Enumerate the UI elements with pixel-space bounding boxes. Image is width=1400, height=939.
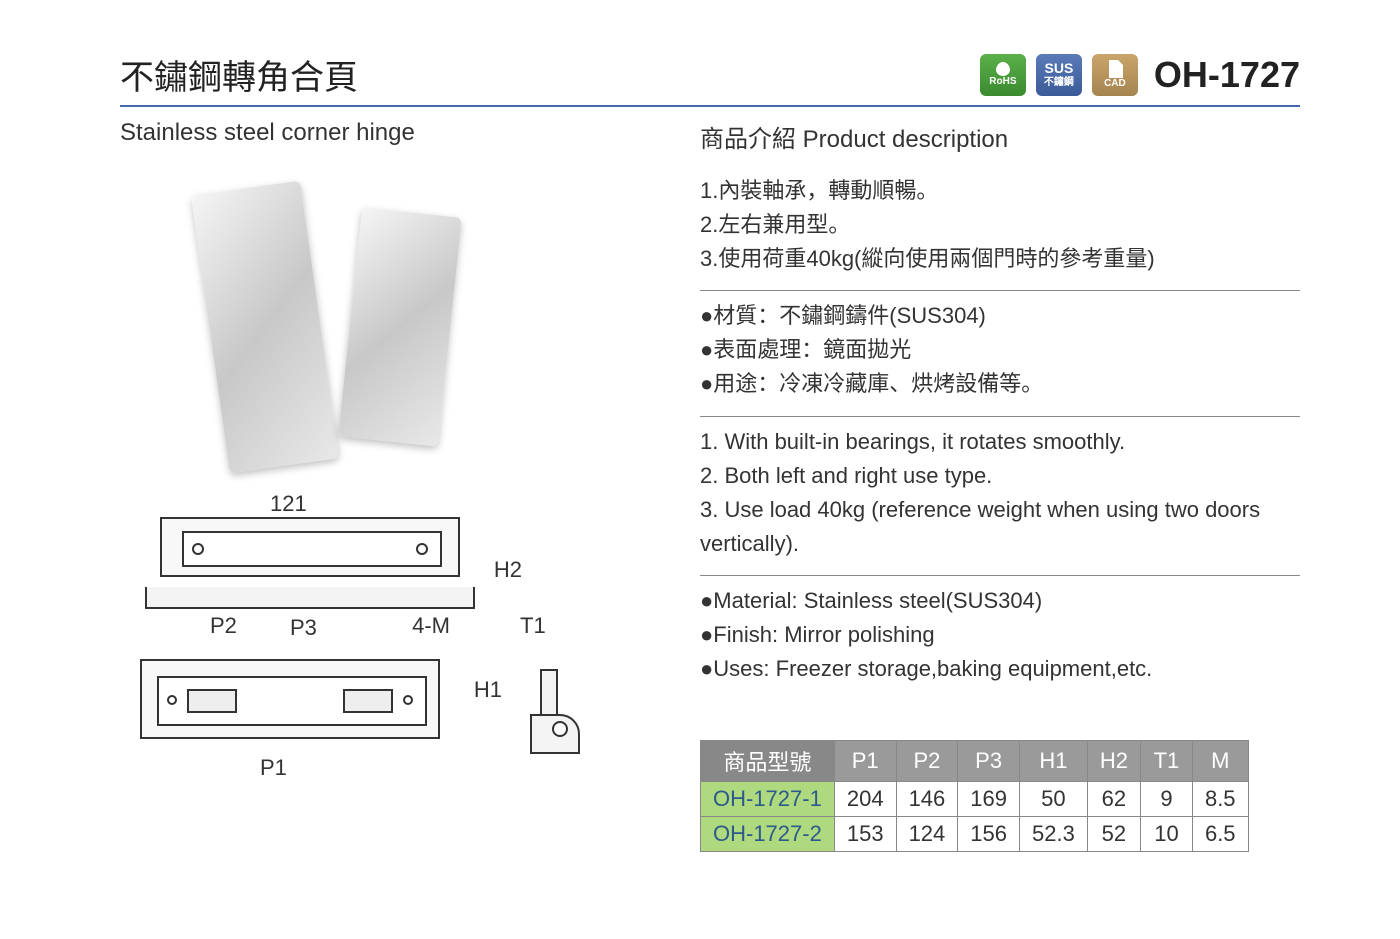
cell: 156 <box>958 817 1020 852</box>
en-features-block: 1. With built-in bearings, it rotates sm… <box>700 416 1300 575</box>
cell-model: OH-1727-1 <box>701 782 835 817</box>
dim-4m: 4-M <box>412 613 450 639</box>
cell: 62 <box>1087 782 1140 817</box>
col-p1: P1 <box>834 741 896 782</box>
en-spec-3: ●Uses: Freezer storage,baking equipment,… <box>700 652 1300 686</box>
cn-features-block: 1.內裝軸承，轉動順暢。 2.左右兼用型。 3.使用荷重40kg(縱向使用兩個門… <box>700 166 1300 290</box>
cell: 204 <box>834 782 896 817</box>
table-row: OH-1727-2 153 124 156 52.3 52 10 6.5 <box>701 817 1249 852</box>
cn-specs-block: ●材質：不鏽鋼鑄件(SUS304) ●表面處理：鏡面拋光 ●用途：冷凍冷藏庫、烘… <box>700 290 1300 415</box>
dim-121: 121 <box>270 491 307 517</box>
table-row: OH-1727-1 204 146 169 50 62 9 8.5 <box>701 782 1249 817</box>
cell: 6.5 <box>1192 817 1248 852</box>
cell: 50 <box>1020 782 1088 817</box>
table-header-row: 商品型號 P1 P2 P3 H1 H2 T1 M <box>701 741 1249 782</box>
dim-t1: T1 <box>520 613 546 639</box>
diagram-top-wrapper: 121 H2 P3 <box>120 517 660 609</box>
product-code: OH-1727 <box>1154 54 1300 96</box>
cad-label: CAD <box>1104 78 1126 89</box>
col-p2: P2 <box>896 741 958 782</box>
description-heading: 商品介紹 Product description <box>700 119 1300 154</box>
title-chinese: 不鏽鋼轉角合頁 <box>120 50 358 99</box>
right-column: 商品介紹 Product description 1.內裝軸承，轉動順暢。 2.… <box>700 119 1300 852</box>
sus-label-top: SUS <box>1045 61 1074 76</box>
en-feature-2: 2. Both left and right use type. <box>700 459 1300 493</box>
cn-spec-1: ●材質：不鏽鋼鑄件(SUS304) <box>700 299 1300 333</box>
rohs-badge-icon: RoHS <box>980 54 1026 96</box>
cell: 8.5 <box>1192 782 1248 817</box>
dim-p2: P2 <box>210 613 237 639</box>
product-photo-2 <box>338 207 461 446</box>
cn-spec-3: ●用途：冷凍冷藏庫、烘烤設備等。 <box>700 367 1300 401</box>
col-h2: H2 <box>1087 741 1140 782</box>
left-column: Stainless steel corner hinge 121 H2 P3 P… <box>120 119 660 852</box>
en-feature-3: 3. Use load 40kg (reference weight when … <box>700 493 1300 561</box>
diagram-side <box>520 659 590 759</box>
en-spec-2: ●Finish: Mirror polishing <box>700 618 1300 652</box>
dim-p3: P3 <box>290 615 317 641</box>
diagram-top-base <box>145 587 475 609</box>
cell: 169 <box>958 782 1020 817</box>
dim-h2: H2 <box>494 557 522 583</box>
diagram-bottom <box>140 659 440 739</box>
diagram-bottom-row: P2 4-M H1 P1 T1 <box>120 639 660 769</box>
en-specs-block: ●Material: Stainless steel(SUS304) ●Fini… <box>700 575 1300 700</box>
product-photo-1 <box>191 181 339 474</box>
title-english: Stainless steel corner hinge <box>120 119 660 147</box>
cell: 153 <box>834 817 896 852</box>
cell: 124 <box>896 817 958 852</box>
en-spec-1: ●Material: Stainless steel(SUS304) <box>700 584 1300 618</box>
content-area: Stainless steel corner hinge 121 H2 P3 P… <box>120 119 1300 852</box>
dim-p1: P1 <box>260 755 287 781</box>
col-p3: P3 <box>958 741 1020 782</box>
en-feature-1: 1. With built-in bearings, it rotates sm… <box>700 425 1300 459</box>
cell-model: OH-1727-2 <box>701 817 835 852</box>
cell: 9 <box>1140 782 1192 817</box>
col-h1: H1 <box>1020 741 1088 782</box>
col-m: M <box>1192 741 1248 782</box>
cn-spec-2: ●表面處理：鏡面拋光 <box>700 333 1300 367</box>
col-model: 商品型號 <box>701 741 835 782</box>
col-t1: T1 <box>1140 741 1192 782</box>
cell: 10 <box>1140 817 1192 852</box>
cn-feature-3: 3.使用荷重40kg(縱向使用兩個門時的參考重量) <box>700 242 1300 276</box>
spec-table: 商品型號 P1 P2 P3 H1 H2 T1 M OH-1727-1 204 1… <box>700 740 1249 852</box>
sus-badge-icon: SUS 不鏽鋼 <box>1036 54 1082 96</box>
rohs-label: RoHS <box>989 76 1016 87</box>
dim-h1: H1 <box>474 677 502 703</box>
sus-label-bottom: 不鏽鋼 <box>1044 77 1074 88</box>
diagram-top <box>160 517 460 577</box>
cn-feature-2: 2.左右兼用型。 <box>700 208 1300 242</box>
page-header: 不鏽鋼轉角合頁 RoHS SUS 不鏽鋼 CAD OH-1727 <box>120 50 1300 107</box>
cell: 52 <box>1087 817 1140 852</box>
product-photo-area <box>120 177 540 477</box>
cell: 146 <box>896 782 958 817</box>
header-right: RoHS SUS 不鏽鋼 CAD OH-1727 <box>980 54 1300 96</box>
cad-badge-icon: CAD <box>1092 54 1138 96</box>
cell: 52.3 <box>1020 817 1088 852</box>
cn-feature-1: 1.內裝軸承，轉動順暢。 <box>700 174 1300 208</box>
